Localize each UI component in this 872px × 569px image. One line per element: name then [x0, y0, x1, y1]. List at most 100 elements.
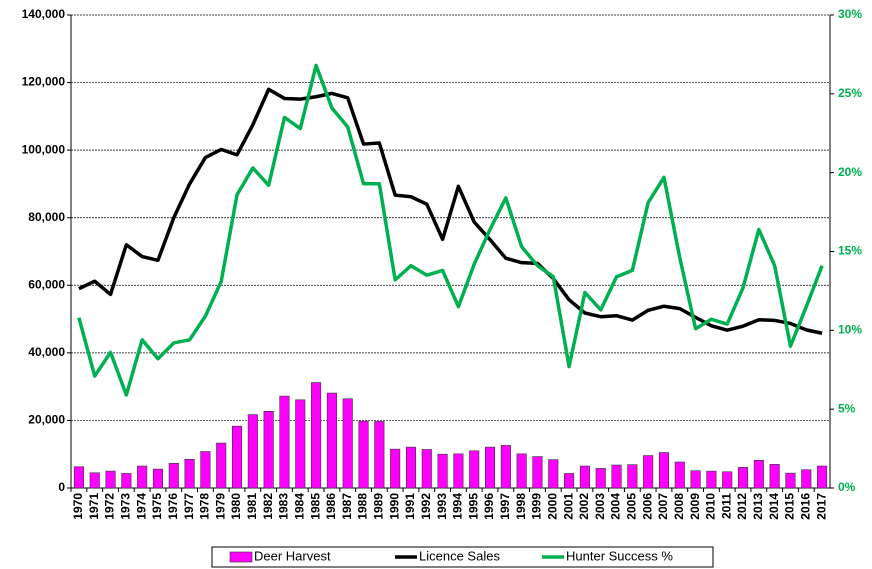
legend-label: Licence Sales: [419, 548, 500, 563]
x-tick-label: 1991: [403, 493, 417, 520]
x-tick-label: 1975: [150, 493, 164, 520]
bar: [469, 450, 480, 489]
bar: [216, 442, 227, 489]
bar: [152, 468, 164, 489]
bar: [390, 448, 401, 489]
line: [78, 87, 823, 335]
legend-box: [211, 546, 714, 568]
bar: [358, 420, 369, 489]
bar: [168, 463, 179, 489]
bar: [532, 456, 543, 489]
bar: [548, 459, 559, 489]
bar: [437, 453, 448, 489]
x-tick-label: 1987: [340, 493, 354, 520]
bar: [500, 445, 511, 489]
bar: [769, 464, 780, 489]
x-tick-label: 2012: [735, 493, 749, 520]
bar: [105, 470, 116, 489]
bar: [737, 467, 749, 489]
y2-tick-label: 0%: [838, 480, 856, 494]
bar: [627, 464, 638, 489]
x-tick-label: 1997: [498, 493, 512, 520]
x-tick-label: 2000: [545, 493, 559, 520]
x-tick-label: 1986: [324, 493, 338, 520]
x-tick-label: 2004: [609, 493, 623, 520]
x-tick-label: 2016: [798, 493, 812, 520]
bar: [263, 411, 274, 489]
bar: [73, 466, 84, 489]
x-tick-label: 1990: [387, 493, 401, 520]
x-tick-label: 1973: [119, 493, 133, 520]
legend-label: Deer Harvest: [254, 548, 331, 563]
bar: [722, 471, 733, 489]
x-tick-label: 1978: [198, 493, 212, 520]
bar: [579, 465, 590, 489]
bar: [184, 458, 195, 489]
x-tick-label: 1983: [277, 493, 291, 520]
bar: [374, 421, 385, 489]
bar: [89, 472, 100, 489]
bar: [801, 469, 812, 489]
bar: [295, 399, 306, 489]
y-tick-label: 120,000: [22, 75, 66, 89]
line: [77, 63, 824, 397]
bar: [421, 449, 432, 489]
x-tick-label: 1982: [261, 493, 275, 520]
y2-tick-label: 5%: [838, 401, 856, 415]
y-tick-label: 20,000: [28, 413, 65, 427]
x-tick-label: 2009: [688, 493, 702, 520]
x-tick-label: 1996: [482, 493, 496, 520]
x-tick-label: 1977: [182, 493, 196, 520]
x-tick-label: 1998: [514, 493, 528, 520]
legend-label: Hunter Success %: [566, 548, 673, 563]
bar: [326, 392, 337, 489]
bar: [342, 398, 353, 489]
bar: [753, 459, 764, 489]
x-tick-label: 1981: [245, 493, 259, 520]
bar: [137, 465, 148, 489]
bar: [231, 425, 243, 489]
x-tick-label: 1993: [435, 493, 449, 520]
x-tick-label: 1985: [308, 493, 322, 520]
bar: [817, 465, 828, 489]
x-tick-label: 2005: [625, 493, 639, 520]
bar: [611, 464, 622, 489]
y2-tick-label: 30%: [838, 7, 862, 21]
y-tick-label: 140,000: [22, 7, 66, 21]
x-tick-label: 1984: [292, 493, 306, 520]
bar: [484, 446, 496, 489]
x-tick-label: 1974: [134, 493, 148, 520]
x-tick-label: 1976: [166, 493, 180, 520]
x-tick-label: 2013: [751, 493, 765, 520]
x-tick-label: 2006: [640, 493, 654, 520]
x-tick-label: 1994: [451, 493, 465, 520]
legend: Deer Harvest Licence Sales Hunter Success …: [211, 546, 714, 568]
y-tick-label: 100,000: [22, 142, 66, 156]
y2-tick-label: 10%: [838, 323, 862, 337]
y-tick-label: 60,000: [28, 277, 65, 291]
x-tick-label: 2003: [593, 493, 607, 520]
x-tick-label: 1970: [71, 493, 85, 520]
bar: [121, 473, 132, 489]
bar: [595, 468, 606, 489]
bar: [785, 472, 796, 489]
bar: [405, 446, 417, 489]
y-tick-label: 80,000: [28, 210, 65, 224]
x-tick-label: 2002: [577, 493, 591, 520]
x-tick-label: 2010: [704, 493, 718, 520]
bar: [706, 470, 717, 489]
x-tick-label: 2015: [783, 493, 797, 520]
bar: [690, 470, 701, 489]
bar: [643, 455, 654, 489]
x-tick-label: 2011: [719, 493, 733, 519]
bar: [453, 453, 464, 489]
x-tick-label: 1980: [229, 493, 243, 520]
y2-tick-label: 20%: [838, 165, 862, 179]
bar: [311, 382, 322, 489]
bar: [200, 451, 211, 489]
x-tick-label: 2017: [814, 493, 828, 520]
x-tick-label: 2014: [767, 493, 781, 520]
bar: [658, 452, 670, 489]
bar: [247, 414, 258, 489]
y2-tick-label: 25%: [838, 86, 862, 100]
